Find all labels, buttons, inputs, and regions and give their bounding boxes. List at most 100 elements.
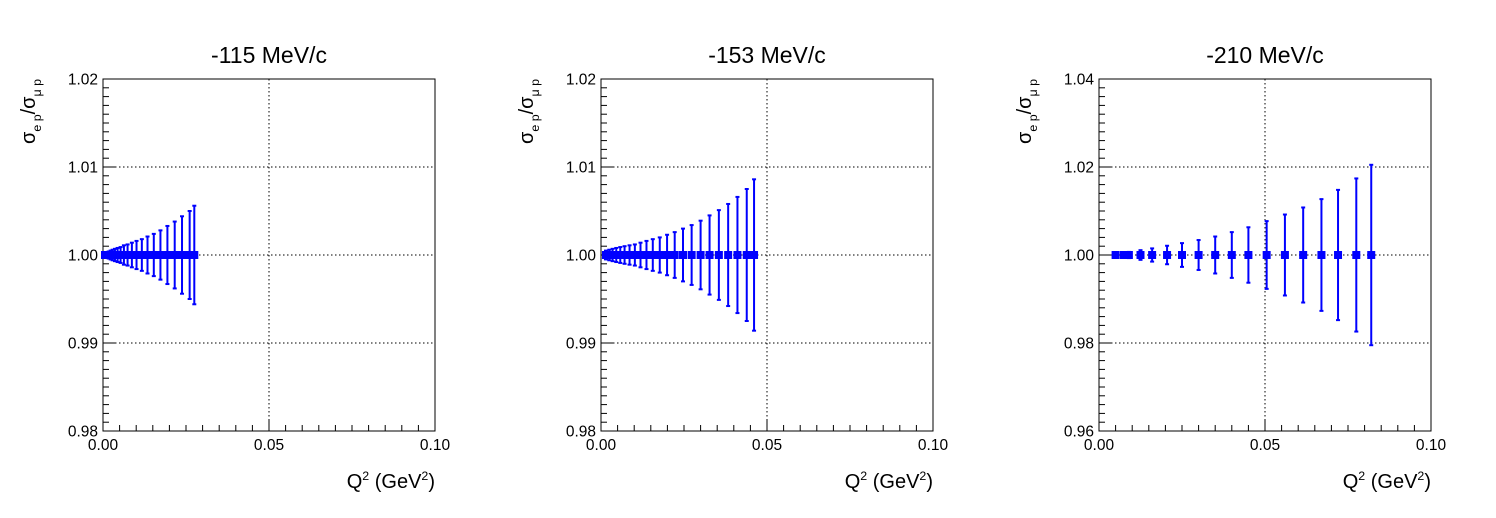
- y-axis-label: σe p/σμ p: [1014, 79, 1040, 144]
- data-point: [1163, 244, 1172, 266]
- x-tick-label: 0.05: [1250, 437, 1280, 454]
- data-point: [149, 232, 158, 278]
- data-point: [696, 219, 705, 291]
- y-tick-label: 1.04: [1064, 72, 1095, 89]
- data-point: [1194, 239, 1203, 271]
- data-point: [1178, 242, 1186, 268]
- data-marker: [679, 251, 688, 259]
- data-point: [123, 243, 132, 267]
- data-point: [1317, 198, 1326, 312]
- y-tick-label: 1.00: [1064, 248, 1095, 265]
- data-series-1: [100, 204, 199, 306]
- data-marker: [1163, 251, 1172, 259]
- data-point: [670, 231, 679, 279]
- data-marker: [1148, 251, 1157, 259]
- data-marker: [616, 251, 625, 259]
- data-point: [1280, 213, 1289, 297]
- data-point: [1227, 231, 1236, 279]
- data-point: [687, 224, 696, 286]
- chart-panel-1: -115 MeV/c 0.98 0.99 1.00 1.01 1.02 0.00 0.05 0.…: [18, 42, 450, 493]
- data-marker: [190, 251, 199, 259]
- x-axis-label: Q2 (GeV2): [1343, 469, 1431, 493]
- y-tick-label: 0.98: [566, 424, 596, 441]
- data-marker: [1136, 251, 1145, 259]
- data-marker: [630, 251, 639, 259]
- data-marker: [1111, 251, 1120, 259]
- data-marker: [132, 251, 141, 259]
- data-marker: [1299, 251, 1308, 259]
- data-point: [1136, 249, 1145, 261]
- data-point: [185, 210, 194, 300]
- data-marker: [127, 251, 136, 259]
- data-marker: [648, 251, 657, 259]
- y-tick-label: 0.96: [1064, 424, 1094, 441]
- data-point: [1334, 188, 1343, 322]
- data-point: [127, 241, 136, 269]
- chart-title: -115 MeV/c: [211, 42, 327, 68]
- data-marker: [1262, 251, 1271, 259]
- data-point: [178, 215, 187, 295]
- data-point: [1352, 177, 1361, 333]
- data-point: [714, 209, 723, 301]
- data-point: [733, 195, 742, 315]
- data-marker: [143, 251, 152, 259]
- data-marker: [1244, 251, 1253, 259]
- y-tick-label: 0.98: [1064, 336, 1094, 353]
- data-point: [1148, 247, 1157, 263]
- y-tick-label: 1.01: [68, 160, 98, 177]
- y-tick-label: 0.99: [566, 336, 596, 353]
- data-point: [190, 204, 199, 306]
- data-marker: [156, 251, 165, 259]
- data-marker: [733, 251, 742, 259]
- data-point: [642, 239, 651, 271]
- x-tick-label: 0.00: [88, 437, 119, 454]
- data-point: [655, 236, 664, 274]
- data-marker: [163, 251, 172, 259]
- data-point: [1211, 235, 1220, 275]
- data-point: [163, 224, 172, 286]
- y-axis-label: σe p/σμ p: [18, 79, 44, 144]
- x-tick-label: 0.10: [918, 437, 949, 454]
- data-marker: [1194, 251, 1203, 259]
- data-marker: [123, 251, 132, 259]
- data-marker: [1178, 251, 1186, 259]
- y-axis-label: σe p/σμ p: [516, 79, 542, 144]
- data-point: [663, 233, 672, 277]
- data-point: [724, 202, 733, 308]
- data-marker: [1352, 251, 1361, 259]
- chart-title: -210 MeV/c: [1206, 42, 1324, 68]
- data-marker: [670, 251, 679, 259]
- y-tick-label: 0.99: [68, 336, 98, 353]
- y-tick-label: 1.01: [566, 160, 596, 177]
- data-point: [648, 238, 657, 272]
- data-point: [636, 241, 645, 269]
- data-point: [750, 178, 759, 332]
- x-tick-label: 0.10: [1416, 437, 1447, 454]
- data-marker: [750, 251, 759, 259]
- data-point: [1111, 251, 1120, 259]
- x-tick-label: 0.10: [420, 437, 451, 454]
- data-point: [1299, 206, 1308, 304]
- data-marker: [696, 251, 705, 259]
- data-marker: [742, 251, 751, 259]
- data-marker: [636, 251, 645, 259]
- chart-panel-3: -210 MeV/c 0.96 0.98 1.00 1.02 1.04 0.00 0.05 0.…: [1014, 42, 1446, 493]
- data-point: [616, 246, 625, 264]
- y-tick-label: 1.02: [68, 72, 98, 89]
- data-marker: [663, 251, 672, 259]
- data-series-1: [1111, 163, 1376, 347]
- x-tick-label: 0.05: [254, 437, 284, 454]
- data-marker: [1367, 251, 1376, 259]
- data-marker: [724, 251, 733, 259]
- data-point: [630, 243, 639, 267]
- data-marker: [137, 251, 146, 259]
- chart-panel-2: -153 MeV/c 0.98 0.99 1.00 1.01 1.02 0.00 0.05 0.…: [516, 42, 948, 493]
- data-marker: [1280, 251, 1289, 259]
- data-point: [1244, 226, 1253, 284]
- data-point: [170, 220, 179, 290]
- data-point: [143, 235, 152, 275]
- chart-title: -153 MeV/c: [708, 42, 826, 68]
- data-point: [1262, 220, 1271, 290]
